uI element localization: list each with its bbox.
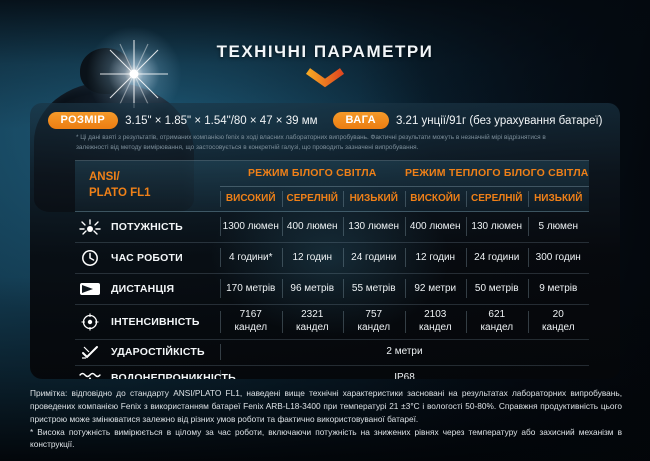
column-header: ВИСОКИЙ [220,187,282,211]
group-warm-white-light: РЕЖИМ ТЕПЛОГО БІЛОГО СВІТЛА [404,161,589,187]
beam-distance-icon [77,282,103,296]
spec-value: 1300 люмен [220,212,282,242]
spec-value: 92 метри [404,274,467,304]
row-label: ІНТЕНСИВНІСТЬ [111,315,200,328]
footnote-standard: Примітка: відповідно до стандарту ANSI/P… [30,388,622,424]
table-header: ANSI/ PLATO FL1 РЕЖИМ БІЛОГО СВІТЛА РЕЖИ… [75,159,590,212]
header: ТЕХНІЧНІ ПАРАМЕТРИ [0,42,650,88]
column-header: НИЗЬКИЙ [343,187,405,211]
size-weight-row: РОЗМІР 3.15" × 1.85" × 1.54"/80 × 47 × 3… [30,112,620,129]
column-header: СЕРЕЛНІЙ [466,187,528,211]
plato-line: PLATO FL1 [89,186,151,199]
table-row-distance: ДИСТАНЦІЯ 170 метрів 96 метрів 55 метрів… [75,274,589,305]
spec-value: 300 годин [527,243,590,273]
weight-badge: ВАГА [332,112,389,129]
weight-value: 3.21 унції/91г (без урахування батареї) [395,114,603,127]
page-title: ТЕХНІЧНІ ПАРАМЕТРИ [216,42,434,61]
spec-value: 50 метрів [466,274,528,304]
size-value: 3.15" × 1.85" × 1.54"/80 × 47 × 39 мм [125,114,318,127]
column-header: ВИСКОЙИ [404,187,467,211]
chevron-down-icon [305,68,345,88]
table-row-runtime: ЧАС РОБОТИ 4 години* 12 годин 24 години … [75,243,589,274]
spec-value: 2321 кандел [281,305,344,339]
headlamp-starburst-icon [100,40,168,108]
row-label: ВОДОНЕПРОНИКНІСТЬ [111,372,236,379]
table-row-impact: УДАРОСТІЙКІСТЬ 2 метри [75,340,589,366]
footnote-high-power: * Висока потужність вимірюється в цілому… [30,426,622,450]
group-white-light: РЕЖИМ БІЛОГО СВІТЛА [220,161,405,187]
table-row-waterproof: ВОДОНЕПРОНИКНІСТЬ IP68 [75,366,589,379]
spec-value: 621 кандел [466,305,528,339]
row-label: ЧАС РОБОТИ [111,251,183,264]
spec-value: 96 метрів [281,274,344,304]
spec-value: 400 люмен [281,212,344,242]
table-row-intensity: ІНТЕНСИВНІСТЬ 7167 кандел 2321 кандел 75… [75,305,589,340]
clock-icon [77,249,103,267]
spec-value: 55 метрів [343,274,405,304]
ansi-line: ANSI/ [89,171,120,184]
spec-value: 12 годин [281,243,344,273]
spec-value: IP68 [220,366,589,379]
impact-resistance-icon [77,344,103,360]
row-label: ДИСТАНЦІЯ [111,282,175,295]
spec-table: ANSI/ PLATO FL1 РЕЖИМ БІЛОГО СВІТЛА РЕЖИ… [75,159,590,379]
size-badge: РОЗМІР [47,112,119,129]
spec-value: 2103 кандел [404,305,467,339]
spec-panel: РОЗМІР 3.15" × 1.85" × 1.54"/80 × 47 × 3… [30,103,620,379]
column-header: СЕРЕЛНІЙ [281,187,344,211]
brightness-burst-icon [77,218,103,236]
spec-value: 4 години* [220,243,282,273]
row-label: УДАРОСТІЙКІСТЬ [111,346,205,359]
spec-value: 757 кандел [343,305,405,339]
table-row-output: ПОТУЖНІСТЬ 1300 люмен 400 люмен 130 люме… [75,212,589,243]
waterproof-icon [77,371,103,379]
lab-disclaimer: * Ці дані взяті з результатів, отриманих… [76,134,546,151]
footnotes: Примітка: відповідно до стандарту ANSI/P… [30,387,622,451]
spec-value: 2 метри [220,340,589,365]
column-header: НИЗЬКИЙ [527,187,590,211]
spec-value: 170 метрів [220,274,282,304]
ansi-plato-label: ANSI/ PLATO FL1 [75,161,220,211]
spec-value: 130 люмен [466,212,528,242]
spec-value: 24 години [343,243,405,273]
intensity-target-icon [77,313,103,331]
spec-value: 400 люмен [404,212,467,242]
spec-value: 20 кандел [527,305,590,339]
spec-value: 7167 кандел [220,305,282,339]
spec-value: 9 метрів [527,274,590,304]
spec-value: 5 люмен [527,212,590,242]
row-label: ПОТУЖНІСТЬ [111,220,183,233]
spec-value: 24 години [466,243,528,273]
spec-value: 130 люмен [343,212,405,242]
spec-value: 12 годин [404,243,467,273]
